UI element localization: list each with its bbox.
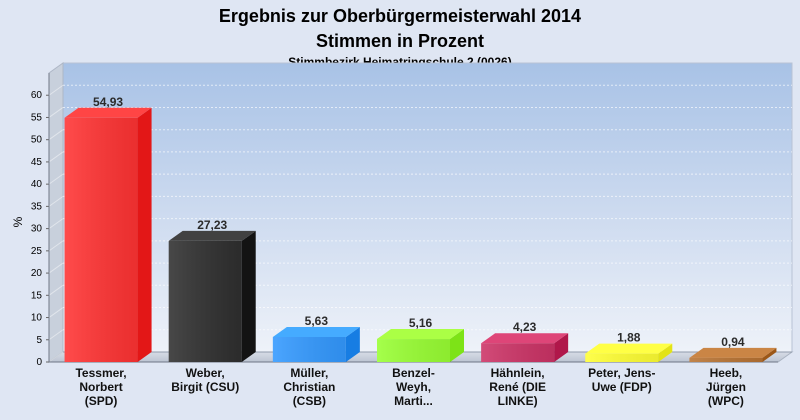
bar-side: [241, 230, 256, 362]
y-side-grid-line: [48, 195, 64, 207]
y-tick-label: 0: [36, 357, 42, 368]
bar-top: [168, 230, 256, 241]
bar-top: [377, 329, 464, 340]
bar-value-label: 5,63: [305, 314, 329, 328]
bar-value-label: 0,94: [721, 335, 745, 349]
bar-top: [481, 333, 569, 344]
x-category-label-line: Birgit (CSU): [171, 380, 239, 394]
y-tick-label: 15: [31, 290, 43, 301]
bar-front-shade: [585, 353, 659, 362]
bar-3: [272, 326, 360, 362]
y-tick-label: 30: [31, 224, 43, 235]
bar-front-shade: [481, 343, 555, 362]
chart-title: Ergebnis zur Oberbürgermeisterwahl 2014: [219, 6, 581, 26]
bar-side: [658, 343, 673, 362]
bar-top: [64, 107, 152, 118]
y-tick-label: 40: [31, 179, 43, 190]
bar-value-label: 54,93: [93, 95, 123, 109]
y-side-grid-line: [48, 262, 64, 274]
x-category-label: Heeb, Jürgen (WPC): [706, 366, 746, 408]
bar-front-shade: [689, 357, 763, 362]
label-layer: 54,93 Tessmer, Norbert (SPD) 27,23 Weber, Birg…: [75, 95, 745, 408]
x-category-label-line: (WPC): [708, 394, 744, 408]
y-side-grid-line: [48, 329, 64, 341]
bar-side: [450, 329, 464, 362]
y-side-grid-line: [48, 107, 64, 118]
bar-1: [64, 107, 152, 362]
x-category-label: Tessmer, Norbert (SPD): [75, 366, 126, 408]
y-side-grid-line: [48, 151, 64, 163]
x-category-label-line: Benzel-: [392, 366, 435, 380]
bar-5: [481, 333, 569, 362]
y-side-grid-line: [48, 173, 64, 185]
chart-title-line2: Stimmen in Prozent: [316, 31, 484, 51]
bar-7: [689, 347, 777, 362]
bar-side: [554, 333, 569, 362]
x-category-label-line: René (DIE: [489, 380, 546, 394]
bar-top: [689, 347, 777, 358]
bar-top: [272, 326, 360, 337]
x-category-label-line: Jürgen: [706, 380, 746, 394]
x-category-label-line: Uwe (FDP): [592, 380, 652, 394]
bar-4: [377, 329, 464, 362]
bar-front-shade: [272, 336, 346, 362]
bar-side: [762, 347, 777, 362]
bar-value-label: 4,23: [513, 320, 537, 334]
x-category-label-line: Tessmer,: [75, 366, 126, 380]
x-category-label-line: (SPD): [85, 394, 118, 408]
x-category-label-line: Peter, Jens-: [588, 366, 655, 380]
y-tick-label: 25: [31, 246, 43, 257]
y-side-grid-line: [48, 240, 64, 252]
y-side-grid-line: [48, 351, 64, 363]
x-category-label: Hähnlein, René (DIE LINKE): [489, 366, 546, 408]
x-category-label-line: Christian: [283, 380, 335, 394]
x-category-label-line: Weber,: [186, 366, 225, 380]
y-tick-label: 50: [31, 135, 43, 146]
bar-top: [585, 343, 673, 354]
x-category-label: Benzel-Weyh, Marti...: [392, 366, 435, 408]
x-category-label-line: Heeb,: [710, 366, 743, 380]
bar-front-shade: [64, 117, 138, 362]
x-category-label-line: (CSB): [293, 394, 326, 408]
bar-value-label: 1,88: [617, 331, 641, 345]
y-tick-label: 20: [31, 268, 43, 279]
y-side-grid-line: [48, 129, 64, 141]
bar-side: [137, 107, 152, 362]
bar-value-label: 27,23: [197, 218, 227, 232]
bar-6: [585, 343, 673, 362]
y-axis-label: %: [11, 216, 25, 227]
x-category-label: Müller, Christian (CSB): [283, 366, 335, 408]
y-tick-label: 10: [31, 313, 43, 324]
y-side-grid-line: [48, 84, 64, 96]
x-category-label-line: Norbert: [79, 380, 122, 394]
bar-layer: [64, 107, 777, 362]
bar-value-label: 5,16: [409, 316, 433, 330]
x-category-label: Weber, Birgit (CSU): [171, 366, 239, 394]
x-category-label-line: Hähnlein,: [491, 366, 545, 380]
y-side-grid-line: [48, 284, 64, 296]
y-tick-label: 35: [31, 201, 43, 212]
x-category-label: Peter, Jens-Uwe (FDP): [588, 366, 655, 394]
y-tick-label: 5: [36, 335, 42, 346]
bar-2: [168, 230, 256, 362]
y-tick-label: 55: [31, 112, 43, 123]
x-category-label-line: Weyh,: [396, 380, 431, 394]
x-category-label-line: LINKE): [498, 394, 538, 408]
y-side-grid-line: [48, 307, 64, 318]
plot-side-wall: [48, 62, 64, 363]
y-side-grid-line: [48, 218, 64, 230]
y-tick-label: 45: [31, 157, 43, 168]
bar-front-shade: [377, 339, 450, 362]
bar-front-shade: [168, 240, 242, 362]
bar-side: [345, 326, 360, 362]
y-tick-label: 60: [31, 90, 43, 101]
x-category-label-line: Marti...: [394, 394, 433, 408]
x-category-label-line: Müller,: [290, 366, 328, 380]
